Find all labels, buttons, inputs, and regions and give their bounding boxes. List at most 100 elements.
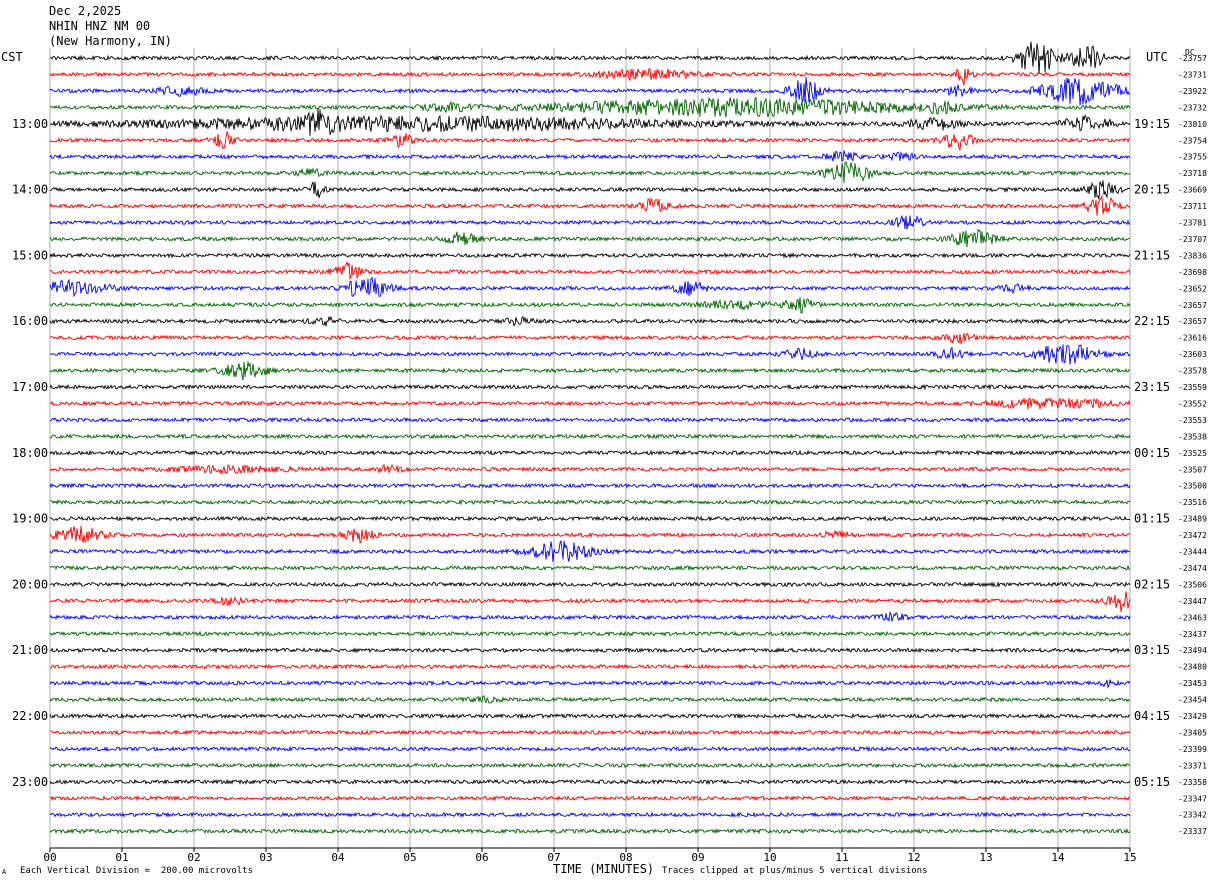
seismic-trace	[49, 41, 1131, 75]
dc-offset-label: -23836	[1178, 251, 1207, 260]
right-hour-label: 19:15	[1134, 117, 1170, 131]
seismic-trace	[49, 581, 1131, 588]
seismic-trace	[49, 564, 1131, 572]
right-hour-label: 20:15	[1134, 183, 1170, 197]
dc-offset-label: -23405	[1178, 728, 1207, 737]
left-hour-label: 18:00	[12, 446, 48, 460]
seismic-trace	[49, 778, 1131, 786]
seismic-trace	[49, 695, 1131, 704]
clip-note: Traces clipped at plus/minus 5 vertical …	[662, 866, 928, 876]
seismic-trace	[49, 525, 1131, 544]
left-hour-label: 22:00	[12, 709, 48, 723]
dc-offset-label: -23444	[1178, 548, 1207, 557]
left-hour-label: 16:00	[12, 314, 48, 328]
seismic-trace	[49, 610, 1131, 623]
dc-offset-label: -23652	[1178, 284, 1207, 293]
x-tick-label: 10	[763, 851, 776, 864]
seismic-trace	[49, 344, 1131, 365]
dc-offset-label: -23781	[1178, 219, 1207, 228]
seismic-trace	[49, 96, 1131, 118]
seismic-trace	[49, 811, 1131, 818]
seismic-trace	[49, 194, 1131, 216]
plot-date: Dec 2,2025	[49, 4, 122, 18]
seismic-trace	[49, 663, 1131, 670]
seismic-trace	[49, 515, 1131, 522]
seismic-trace	[49, 276, 1131, 298]
dc-offset-label: -23371	[1178, 761, 1207, 770]
left-hour-label: 21:00	[12, 643, 48, 657]
seismic-trace	[49, 482, 1131, 490]
dc-offset-label: -23732	[1178, 103, 1207, 112]
seismic-trace	[49, 416, 1131, 424]
x-tick-label: 00	[43, 851, 56, 864]
x-tick-label: 04	[331, 851, 345, 864]
dc-offset-label: -23559	[1178, 383, 1207, 392]
seismic-trace	[49, 150, 1131, 162]
right-hour-label: 04:15	[1134, 709, 1170, 723]
seismic-trace	[49, 539, 1131, 563]
dc-offset-label: -23552	[1178, 399, 1207, 408]
seismic-trace	[49, 591, 1131, 613]
right-hour-label: 21:15	[1134, 248, 1170, 262]
x-tick-label: 05	[403, 851, 416, 864]
x-tick-label: 02	[187, 851, 200, 864]
left-hour-label: 20:00	[12, 577, 48, 591]
dc-offset-label: -23669	[1178, 186, 1207, 195]
seismic-trace	[49, 67, 1131, 86]
dc-offset-label: -23553	[1178, 416, 1207, 425]
seismic-trace	[49, 647, 1131, 654]
dc-offset-label: -23472	[1178, 531, 1207, 540]
dc-offset-label: -23429	[1178, 712, 1207, 721]
dc-offset-label: -23731	[1178, 70, 1207, 79]
seismic-trace	[49, 76, 1131, 106]
x-tick-label: 14	[1051, 851, 1065, 864]
right-hour-label: 23:15	[1134, 380, 1170, 394]
dc-offset-label: -23603	[1178, 350, 1207, 359]
seismic-trace	[49, 794, 1131, 802]
x-tick-label: 07	[547, 851, 560, 864]
right-hour-label: 03:15	[1134, 643, 1170, 657]
right-hour-label: 05:15	[1134, 775, 1170, 789]
x-tick-label: 08	[619, 851, 632, 864]
seismic-trace	[49, 214, 1131, 230]
dc-offset-label: -23698	[1178, 268, 1207, 277]
station-location: (New Harmony, IN)	[49, 34, 172, 48]
dc-offset-label: -23657	[1178, 301, 1207, 310]
seismic-trace	[49, 762, 1131, 769]
dc-offset-label: -23506	[1178, 580, 1207, 589]
seismic-trace	[50, 729, 1131, 736]
seismic-trace	[49, 161, 1131, 184]
dc-offset-label: -23474	[1178, 564, 1207, 573]
seismic-trace	[49, 679, 1131, 689]
dc-offset-label: -23480	[1178, 663, 1207, 672]
seismic-trace	[49, 252, 1131, 259]
dc-offset-label: -23525	[1178, 449, 1207, 458]
seismic-trace	[49, 396, 1131, 410]
seismic-trace	[49, 296, 1131, 314]
x-tick-label: 11	[835, 851, 848, 864]
dc-offset-label: -23810	[1178, 120, 1207, 129]
x-tick-label: 15	[1123, 851, 1136, 864]
dc-offset-label: -23755	[1178, 153, 1207, 162]
x-tick-label: 13	[979, 851, 992, 864]
seismic-trace	[49, 228, 1131, 248]
x-axis-label: TIME (MINUTES)	[553, 862, 655, 876]
dc-offset-label: -23578	[1178, 367, 1207, 376]
dc-offset-label: -23507	[1178, 465, 1207, 474]
scale-note: Each Vertical Division = 200.00 microvol…	[20, 866, 253, 876]
right-hour-label: 02:15	[1134, 577, 1170, 591]
dc-offset-label: -23922	[1178, 87, 1207, 96]
right-hour-label: 01:15	[1134, 512, 1170, 526]
left-hour-label: 23:00	[12, 775, 48, 789]
dc-offset-label: -23454	[1178, 696, 1207, 705]
seismic-trace	[49, 130, 1130, 152]
dc-offset-label: -23399	[1178, 745, 1207, 754]
x-tick-label: 01	[115, 851, 128, 864]
right-hour-label: 00:15	[1134, 446, 1170, 460]
dc-offset-label: -23516	[1178, 498, 1207, 507]
seismic-trace	[49, 383, 1131, 391]
seismic-trace	[49, 180, 1131, 200]
dc-offset-label: -23500	[1178, 482, 1207, 491]
left-hour-label: 14:00	[12, 183, 48, 197]
